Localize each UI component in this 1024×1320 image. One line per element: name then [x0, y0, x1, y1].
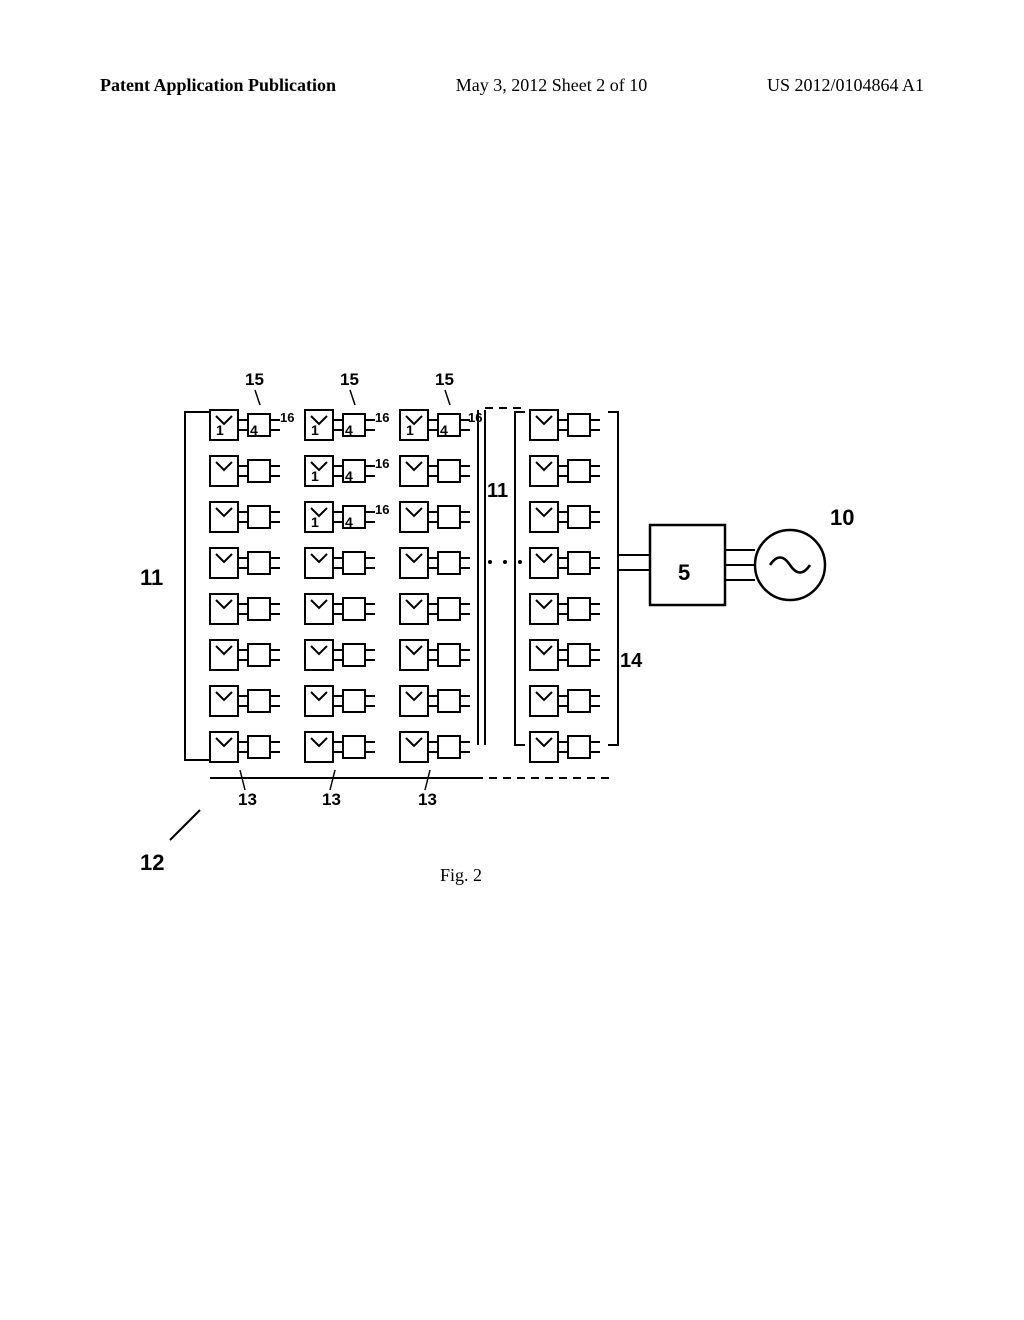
- ref-11-right: 11: [487, 480, 508, 503]
- circuit-diagram: 1 4 1 4 1 4 1 4 1 4 15 15 15 16 16 16 16…: [130, 350, 880, 890]
- svg-text:1: 1: [311, 468, 319, 484]
- svg-text:4: 4: [440, 422, 448, 438]
- svg-text:4: 4: [250, 422, 258, 438]
- svg-text:1: 1: [406, 422, 414, 438]
- svg-text:4: 4: [345, 514, 353, 530]
- ref-16-1: 16: [280, 410, 294, 425]
- svg-text:4: 4: [345, 422, 353, 438]
- ref-13-1: 13: [238, 790, 257, 810]
- ref-15-2: 15: [340, 370, 359, 390]
- ref-13-3: 13: [418, 790, 437, 810]
- ref-16-2: 16: [375, 410, 389, 425]
- ref-14: 14: [620, 650, 642, 673]
- ref-15-3: 15: [435, 370, 454, 390]
- ref-5: 5: [678, 560, 690, 586]
- ref-16-4: 16: [375, 456, 389, 471]
- svg-text:1: 1: [216, 422, 224, 438]
- header-publication: Patent Application Publication: [100, 75, 336, 96]
- header-application-number: US 2012/0104864 A1: [767, 75, 924, 96]
- ref-13-2: 13: [322, 790, 341, 810]
- svg-text:4: 4: [345, 468, 353, 484]
- figure-caption: Fig. 2: [440, 865, 482, 886]
- ref-10: 10: [830, 505, 854, 531]
- svg-text:1: 1: [311, 514, 319, 530]
- ref-16-5: 16: [375, 502, 389, 517]
- svg-text:1: 1: [311, 422, 319, 438]
- ref-11-left: 11: [140, 565, 163, 591]
- header-date-sheet: May 3, 2012 Sheet 2 of 10: [456, 75, 647, 96]
- circuit-svg: 1 4 1 4 1 4 1 4 1 4: [130, 350, 930, 950]
- ref-15-1: 15: [245, 370, 264, 390]
- ref-16-3: 16: [468, 410, 482, 425]
- ref-12: 12: [140, 850, 164, 876]
